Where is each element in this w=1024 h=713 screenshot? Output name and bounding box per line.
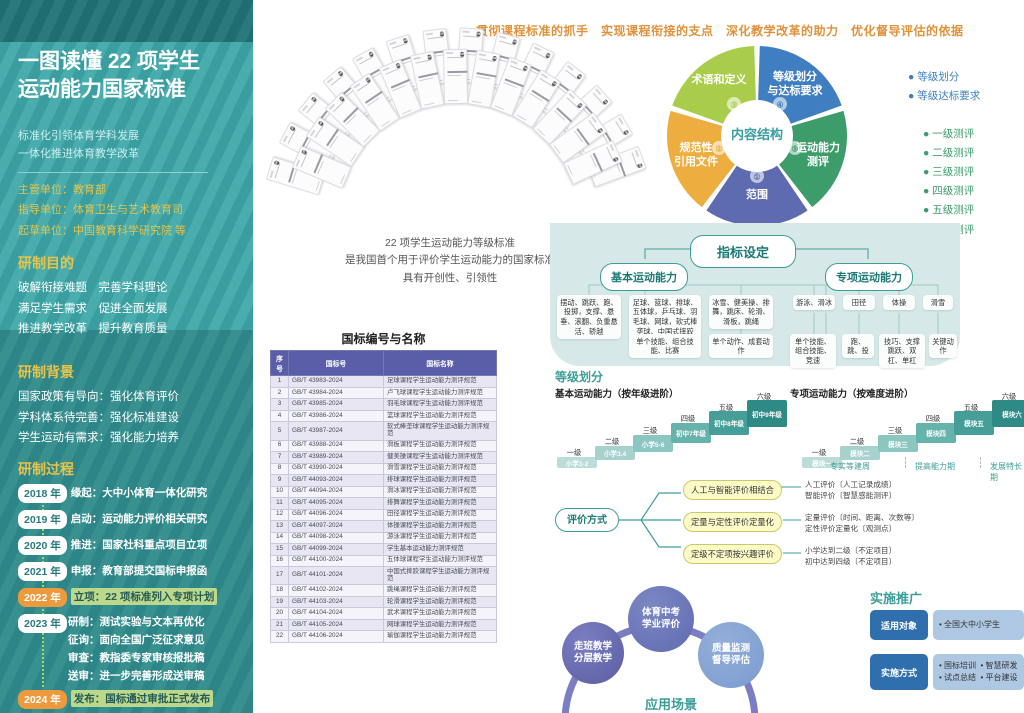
svg-text:术语和定义: 术语和定义	[691, 72, 748, 86]
svg-text:运动能力: 运动能力	[796, 140, 840, 154]
svg-text:与达标要求: 与达标要求	[768, 83, 824, 97]
svg-text:③: ③	[730, 101, 737, 110]
svg-text:内容结构: 内容结构	[731, 127, 783, 142]
svg-text:引用文件: 引用文件	[674, 154, 718, 168]
svg-text:②: ②	[715, 145, 722, 154]
svg-text:范围: 范围	[746, 187, 768, 201]
svg-text:①: ①	[753, 173, 760, 182]
svg-text:④: ④	[776, 101, 783, 110]
svg-text:规范性: 规范性	[680, 140, 713, 154]
svg-text:⑤: ⑤	[791, 145, 798, 154]
svg-text:测评: 测评	[807, 154, 829, 168]
svg-text:等级划分: 等级划分	[772, 69, 817, 83]
